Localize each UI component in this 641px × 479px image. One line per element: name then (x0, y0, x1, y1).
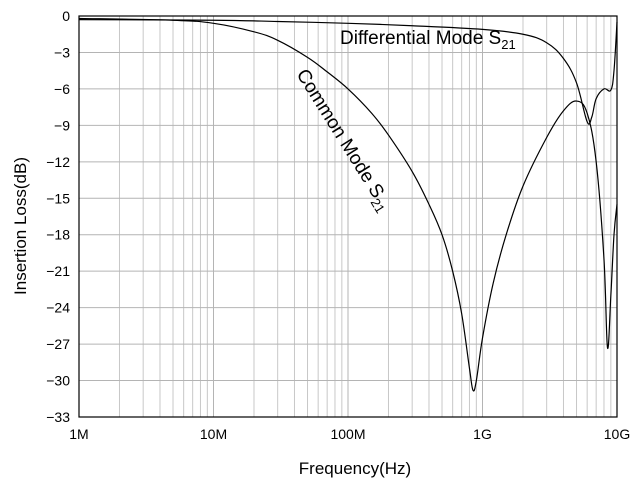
differential-mode-label-subscript: 21 (501, 37, 515, 52)
y-tick-label: −9 (54, 117, 70, 133)
differential-mode-label-text: Differential Mode S (340, 28, 501, 49)
y-axis-title: Insertion Loss(dB) (11, 157, 30, 295)
y-tick-label: −33 (46, 409, 70, 425)
common-mode-label-text: Common Mode S (292, 66, 388, 203)
x-tick-label: 1M (69, 426, 88, 442)
x-tick-label: 10G (604, 426, 630, 442)
common-mode-label-subscript: 21 (368, 196, 388, 216)
x-tick-label: 1G (473, 426, 492, 442)
x-axis-title: Frequency(Hz) (299, 459, 411, 478)
y-tick-label: −24 (46, 300, 70, 316)
y-tick-label: −12 (46, 154, 70, 170)
y-tick-label: 0 (62, 8, 70, 24)
common-mode-label: Common Mode S21 (289, 66, 395, 216)
curves (78, 17, 618, 392)
y-tick-label: −21 (46, 263, 70, 279)
x-tick-labels: 1M 10M 100M 1G 10G (69, 426, 630, 442)
y-tick-label: −3 (54, 44, 70, 60)
y-tick-label: −27 (46, 336, 70, 352)
differential-mode-curve (78, 19, 618, 125)
common-mode-curve (78, 17, 618, 392)
y-tick-label: −6 (54, 81, 70, 97)
x-tick-label: 100M (330, 426, 365, 442)
y-tick-label: −15 (46, 190, 70, 206)
differential-mode-label: Differential Mode S21 (340, 28, 516, 52)
y-tick-label: −18 (46, 227, 70, 243)
plot-frame (78, 15, 618, 418)
x-tick-label: 10M (200, 426, 227, 442)
y-tick-labels: 0 −3 −6 −9 −12 −15 −18 −21 −24 −27 −30 −33 (46, 8, 70, 425)
grid (78, 15, 617, 418)
y-tick-label: −30 (46, 373, 70, 389)
